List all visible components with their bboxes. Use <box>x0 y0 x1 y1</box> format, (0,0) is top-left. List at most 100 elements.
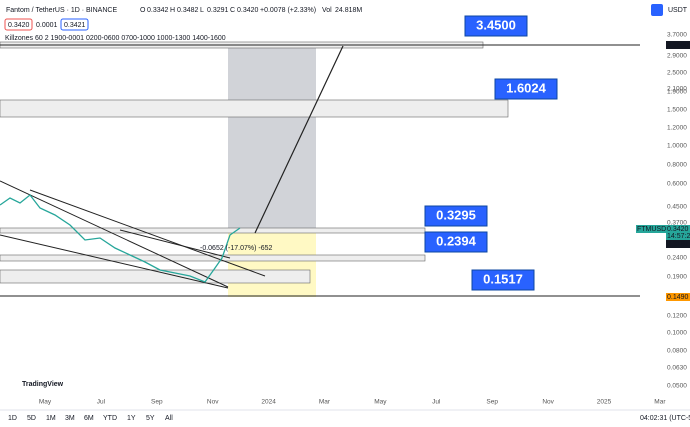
buy-price: 0.3421 <box>64 22 86 29</box>
price-tag <box>666 41 690 49</box>
clock: 04:02:31 (UTC-5 <box>640 415 690 422</box>
range-button[interactable]: YTD <box>103 415 117 422</box>
time-label: Nov <box>207 399 219 406</box>
price-path <box>0 194 241 283</box>
trend-line <box>29 189 266 277</box>
annotation-box <box>464 15 528 37</box>
price-label: 3.7000 <box>667 32 687 39</box>
price-label: 1.9000 <box>667 89 687 96</box>
range-button[interactable]: 1M <box>46 415 56 422</box>
time-label: Jul <box>97 399 106 406</box>
price-tag <box>666 293 690 301</box>
range-button[interactable]: 6M <box>84 415 94 422</box>
header-close: 0.3420 <box>237 7 259 14</box>
trend-line <box>0 234 229 289</box>
zone-box <box>0 227 426 234</box>
zone-box <box>0 254 426 262</box>
time-label: Mar <box>319 399 331 406</box>
range-button[interactable]: All <box>165 415 173 422</box>
price-label: 0.2400 <box>667 255 687 262</box>
price-tag <box>666 232 690 240</box>
price-tag-text: 0.3420 <box>667 226 689 233</box>
measure-label: -0.0652 (-17.07%) -652 <box>200 245 272 252</box>
target-zone <box>228 44 316 232</box>
price-label: 0.6000 <box>667 181 687 188</box>
time-label: Sep <box>151 399 163 406</box>
header-low-label: L <box>200 7 204 14</box>
time-label: 2024 <box>261 399 276 406</box>
price-tag-text: 3.3560 <box>667 42 689 49</box>
header-high-label: H <box>170 7 175 14</box>
price-label: 1.2000 <box>667 125 687 132</box>
price-tag <box>666 240 690 248</box>
buy-button[interactable] <box>60 18 89 31</box>
price-label: 2.5000 <box>667 70 687 77</box>
price-label: 1.0000 <box>667 143 687 150</box>
price-label: 0.0800 <box>667 348 687 355</box>
price-label: 0.1200 <box>667 313 687 320</box>
time-label: Nov <box>542 399 554 406</box>
trend-line <box>119 229 231 259</box>
header-close-label: C <box>230 7 235 14</box>
time-label: May <box>39 399 52 406</box>
header-change: +0.0078 (+2.33%) <box>260 7 316 14</box>
annotation-text: 1.6024 <box>506 80 547 95</box>
range-button[interactable]: 3M <box>65 415 75 422</box>
header-open: 0.3342 <box>147 7 169 14</box>
price-label: 0.1900 <box>667 274 687 281</box>
annotation-box <box>424 205 488 227</box>
header-volume-label: Vol <box>322 7 332 14</box>
annotation-box <box>424 231 488 253</box>
price-label: 2.9000 <box>667 53 687 60</box>
price-label: 1.5000 <box>667 107 687 114</box>
sell-price: 0.3420 <box>8 22 30 29</box>
annotation-text: 0.1517 <box>483 271 523 286</box>
price-label: 2.1000 <box>667 86 687 93</box>
header-symbol: Fantom / TetherUS · 1D · BINANCE <box>6 7 117 14</box>
sell-button[interactable] <box>4 18 33 31</box>
price-label: 0.8000 <box>667 162 687 169</box>
annotation-box <box>494 78 558 100</box>
add-button[interactable] <box>651 4 663 16</box>
price-tag-text: 0.1490 <box>667 294 689 301</box>
price-tag-text: FTMUSDT <box>637 226 671 233</box>
price-axis <box>640 0 690 410</box>
trend-line <box>0 180 229 288</box>
price-label: 0.0630 <box>667 365 687 372</box>
price-tag <box>666 225 690 233</box>
header-high: 0.3482 <box>177 7 199 14</box>
annotation-text: 0.3295 <box>436 207 476 222</box>
price-tag-text: 0.3167 <box>667 241 689 248</box>
price-label: 0.0500 <box>667 383 687 390</box>
price-label: 0.3700 <box>667 220 687 227</box>
projection-arrow <box>254 45 344 234</box>
stop-zone <box>228 232 316 297</box>
time-label: Jul <box>432 399 441 406</box>
price-label: 0.1000 <box>667 330 687 337</box>
spread: 0.0001 <box>36 22 58 29</box>
logo: TradingView <box>22 381 64 388</box>
time-label: Mar <box>654 399 666 406</box>
range-button[interactable]: 1D <box>8 415 17 422</box>
zone-box <box>0 99 509 118</box>
annotation-text: 0.2394 <box>436 233 477 248</box>
header-low: 0.3291 <box>207 7 229 14</box>
range-button[interactable]: 1Y <box>127 415 136 422</box>
time-label: Sep <box>486 399 498 406</box>
indicator: Killzones 60 2 1900-0001 0200-0600 0700-… <box>5 35 226 42</box>
header-volume: 24.818M <box>335 7 362 14</box>
currency: USDT <box>668 7 688 14</box>
price-label: 0.4500 <box>667 204 687 211</box>
time-label: May <box>374 399 387 406</box>
annotation-box <box>471 269 535 291</box>
zone-box <box>0 269 311 284</box>
annotation-text: 3.4500 <box>476 17 516 32</box>
price-tag-text: 14:57:2 <box>667 233 690 240</box>
range-button[interactable]: 5D <box>27 415 36 422</box>
header-open-label: O <box>140 7 146 14</box>
price-tag <box>636 225 666 233</box>
time-label: 2025 <box>597 399 612 406</box>
range-button[interactable]: 5Y <box>146 415 155 422</box>
